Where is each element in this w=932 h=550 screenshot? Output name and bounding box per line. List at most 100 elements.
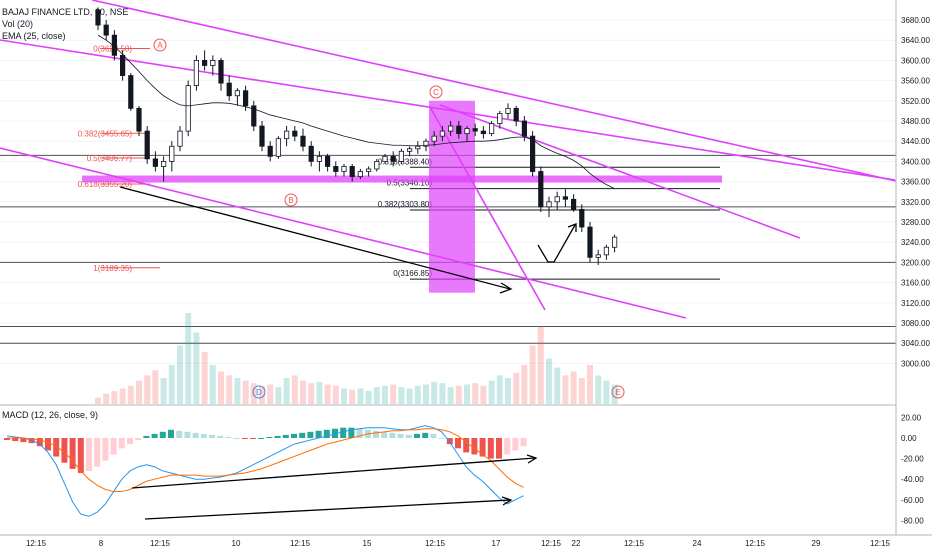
- candle: [111, 34, 117, 56]
- macd-bar: [496, 438, 502, 459]
- volume-bar: [537, 326, 544, 404]
- volume-bar: [177, 345, 183, 404]
- candle: [324, 155, 331, 167]
- candle: [349, 166, 355, 177]
- volume-bar: [267, 384, 274, 404]
- macd-tick-label: -60.00: [901, 496, 924, 505]
- macd-bar: [463, 438, 470, 453]
- candle: [95, 9, 101, 26]
- time-axis: 12:15 8 12:15 10 12:15 15 12:15 17 12:15 22 12:15 2…: [26, 539, 891, 548]
- wave-label-circle: [429, 85, 443, 99]
- price-tick-label: 3560.00: [901, 77, 930, 86]
- projection-arrow: [537, 224, 576, 263]
- macd-line: [6, 425, 524, 517]
- candle: [374, 160, 380, 170]
- fib-left-label: 0.5(3406.77): [87, 154, 133, 163]
- volume-bar: [119, 388, 126, 404]
- macd-bar: [266, 436, 273, 438]
- price-tick-label: 3520.00: [901, 97, 930, 106]
- symbol-title[interactable]: BAJAJ FINANCE LTD, 60, NSE: [2, 7, 129, 17]
- macd-bar: [422, 432, 429, 438]
- time-tick-label: 24: [693, 539, 702, 548]
- macd-bar: [471, 438, 478, 455]
- macd-bar: [479, 438, 486, 457]
- macd-bar: [127, 438, 133, 445]
- candle: [357, 171, 364, 177]
- trendline: [91, 0, 897, 182]
- macd-bar: [520, 438, 527, 447]
- volume-bar: [341, 388, 347, 404]
- volume-bar: [259, 385, 265, 404]
- price-tick-label: 3320.00: [901, 198, 930, 207]
- volume-bar: [431, 381, 438, 404]
- macd-bar: [225, 436, 232, 438]
- wave-label: E: [615, 388, 620, 397]
- macd-bar: [512, 438, 519, 451]
- macd-legend[interactable]: MACD (12, 26, close, 9): [2, 410, 99, 420]
- macd-bar: [94, 438, 101, 467]
- candle: [218, 60, 224, 84]
- macd-bar: [168, 429, 174, 438]
- macd-bar: [504, 438, 511, 455]
- macd-bar: [12, 438, 19, 442]
- macd-bar: [200, 433, 207, 438]
- wave-label: C: [433, 88, 439, 97]
- candle: [562, 196, 569, 200]
- macd-bar: [20, 438, 27, 443]
- volume-bar: [283, 378, 290, 404]
- price-tick-label: 3640.00: [901, 36, 930, 45]
- volume-bar: [439, 383, 446, 404]
- macd-bar: [86, 438, 92, 471]
- volume-bar: [316, 381, 323, 404]
- candle: [144, 130, 150, 160]
- wave-labels: A B C D E: [153, 38, 625, 399]
- time-tick-label: 22: [572, 539, 581, 548]
- candle: [456, 125, 462, 135]
- volume-bar: [595, 375, 602, 404]
- macd-bar: [381, 431, 388, 438]
- candle: [177, 130, 183, 147]
- candle: [341, 166, 347, 172]
- volume-bar: [480, 385, 487, 404]
- volume-bar: [554, 367, 561, 404]
- candle: [185, 85, 191, 132]
- volume-bar: [414, 385, 421, 404]
- volume-bar: [587, 365, 593, 404]
- macd-bar: [209, 434, 215, 438]
- candle: [283, 130, 290, 140]
- volume-bar: [218, 371, 224, 404]
- candle: [136, 107, 142, 132]
- time-tick-label: 29: [812, 539, 821, 548]
- candle: [234, 90, 240, 97]
- macd-bar: [151, 433, 158, 438]
- volume-bar: [349, 389, 356, 404]
- arrow-head: [499, 282, 513, 294]
- candle: [316, 155, 323, 162]
- macd-bar: [340, 427, 347, 438]
- candle: [406, 148, 413, 152]
- macd-bar: [389, 432, 396, 438]
- volume-bar: [185, 313, 192, 404]
- macd-bar: [291, 433, 297, 438]
- volume-bar: [496, 375, 503, 404]
- price-tick-label: 3000.00: [901, 359, 930, 368]
- volume-legend[interactable]: Vol (20): [2, 19, 34, 29]
- candle: [579, 208, 585, 228]
- macd-bar: [159, 431, 166, 438]
- candle: [152, 158, 158, 167]
- volume-bar: [455, 385, 462, 404]
- ema-legend[interactable]: EMA (25, close): [2, 31, 66, 41]
- volume-bar: [193, 332, 200, 404]
- candle: [275, 138, 282, 157]
- fib-left-label: 0.618(3355.20): [78, 180, 133, 189]
- time-tick-label: 17: [492, 539, 501, 548]
- time-tick-label: 12:15: [150, 539, 171, 548]
- fib-label: 0.5(3346.10): [387, 179, 433, 188]
- macd-bar: [184, 431, 191, 438]
- volume-bar: [373, 387, 380, 404]
- fib-left-label: 1(3189.35): [93, 264, 132, 273]
- macd-tick-label: 20.00: [901, 413, 922, 422]
- candle: [464, 128, 470, 135]
- volume-bar: [464, 384, 470, 404]
